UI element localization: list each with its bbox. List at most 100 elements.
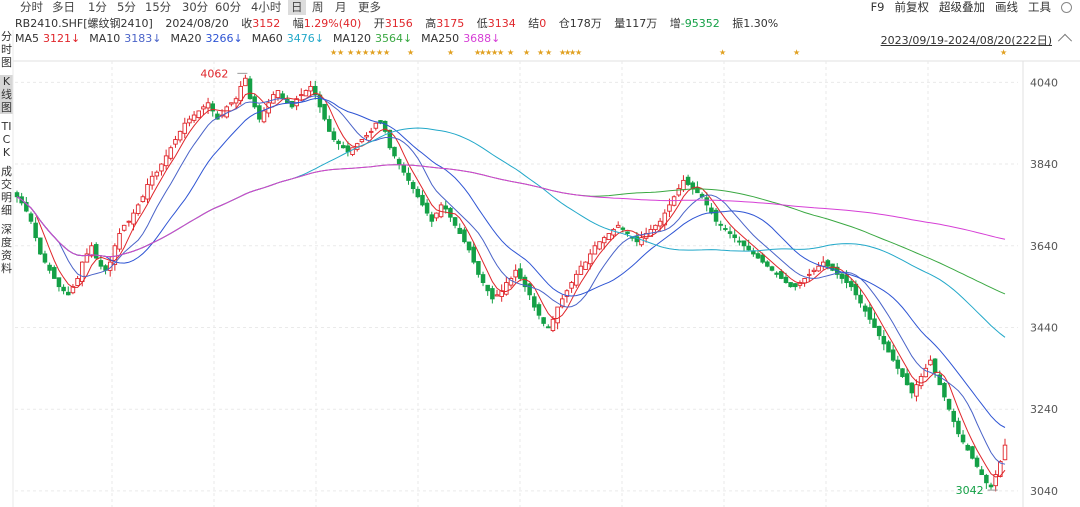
event-star-icon: ★ (575, 48, 582, 57)
period-11[interactable]: 更多 (358, 0, 381, 14)
sidebar-tab-2[interactable]: TICK (1, 120, 12, 159)
candle-body (154, 171, 160, 177)
period-4[interactable]: 15分 (145, 0, 172, 14)
candle-body (895, 359, 901, 369)
candle-body (168, 147, 174, 159)
event-star-icon: ★ (369, 48, 376, 57)
candle-body (462, 229, 467, 243)
ma-value: 3121↓ (43, 32, 81, 45)
ma5-line (16, 92, 1006, 478)
sidebar-tab-3[interactable]: 成交明细 (1, 165, 12, 217)
candle-body (42, 253, 48, 263)
tool-1[interactable]: 前复权 (894, 0, 930, 14)
period-6[interactable]: 60分 (215, 0, 242, 14)
candle-body (793, 283, 798, 288)
event-star-icon: ★ (497, 48, 504, 57)
candle-body (429, 214, 435, 222)
event-star-icon: ★ (355, 48, 362, 57)
candle-body (862, 305, 868, 312)
candle-body (159, 163, 164, 172)
volume-value: 117万 (625, 17, 658, 30)
candle-body (14, 192, 20, 198)
event-star-icon: ★ (347, 48, 354, 57)
period-3[interactable]: 5分 (117, 0, 136, 14)
open-label: 开 (373, 17, 385, 30)
date-range[interactable]: 2023/09/19-2024/08/20(222日) (880, 34, 1052, 47)
candle-body (657, 220, 663, 227)
y-tick-label: 3040 (1030, 485, 1058, 498)
period-1[interactable]: 多日 (52, 0, 75, 14)
event-star-icon: ★ (523, 48, 530, 57)
candle-body (541, 317, 546, 324)
ma-legend-item: MA60 3476↓ (252, 32, 324, 45)
candle-body (727, 231, 733, 234)
candle-body (937, 374, 943, 386)
candle-body (243, 77, 248, 87)
period-5[interactable]: 30分 (182, 0, 209, 14)
ma20-line (16, 98, 1006, 428)
ma-legend-item: MA10 3183↓ (89, 32, 161, 45)
event-star-icon: ★ (564, 48, 571, 57)
ma-legend-item: MA20 3266↓ (170, 32, 242, 45)
candle-body (881, 336, 887, 345)
event-star-icon: ★ (545, 48, 552, 57)
period-8[interactable]: 日 (288, 0, 306, 15)
candle-body (788, 282, 793, 288)
tool-3[interactable]: 画线 (995, 0, 1018, 14)
view-sidebar: 分时图 K线图 TICK 成交明细深度资料 (0, 30, 13, 281)
candle-body (313, 86, 318, 96)
volume-label: 量 (614, 17, 626, 30)
candle-body (550, 318, 556, 332)
candle-body (704, 197, 709, 206)
event-star-icon: ★ (485, 48, 492, 57)
ma-label: MA60 (251, 32, 283, 45)
candle-body (606, 233, 612, 241)
ma-label: MA250 (421, 32, 460, 45)
period-0[interactable]: 分时 (20, 0, 43, 14)
y-tick-label: 4040 (1030, 76, 1058, 89)
candle-body (406, 172, 411, 181)
event-star-icon: ★ (330, 48, 337, 57)
tool-2[interactable]: 超级叠加 (939, 0, 985, 14)
candle-body (909, 382, 915, 394)
candle-body (121, 224, 127, 231)
candle-body (452, 217, 458, 226)
period-10[interactable]: 月 (335, 0, 347, 14)
candle-body (210, 103, 215, 112)
sidebar-tab-1[interactable]: K线图 (0, 75, 13, 114)
candle-body (615, 224, 621, 228)
tool-4[interactable]: 工具 (1028, 0, 1051, 14)
high-annotation: 4062 (200, 67, 228, 80)
gear-icon[interactable] (1061, 2, 1072, 13)
candle-body (779, 270, 784, 279)
candle-body (797, 282, 803, 286)
candle-body (639, 237, 644, 246)
candle-body (690, 182, 696, 190)
candle-body (918, 376, 924, 387)
event-star-icon: ★ (569, 48, 576, 57)
candle-body (774, 272, 779, 275)
low-label: 低 (476, 17, 488, 30)
period-9[interactable]: 周 (312, 0, 324, 14)
tool-0[interactable]: F9 (870, 0, 885, 14)
sidebar-tab-0[interactable]: 分时图 (1, 30, 12, 69)
candle-body (485, 284, 490, 292)
period-7[interactable]: 4小时 (251, 0, 282, 14)
event-star-icon: ★ (507, 48, 514, 57)
candle-body (587, 253, 593, 265)
candle-body (466, 241, 472, 251)
ma-label: MA10 (89, 32, 121, 45)
candle-body (476, 261, 481, 275)
event-star-icon: ★ (383, 48, 390, 57)
ma-value: 3476↓ (286, 32, 324, 45)
quote-date: 2024/08/20 (165, 17, 229, 30)
period-2[interactable]: 1分 (88, 0, 107, 14)
event-star-icon: ★ (479, 48, 486, 57)
sidebar-tab-4[interactable]: 深度资料 (1, 223, 12, 275)
candle-body (993, 474, 998, 487)
candle-body (737, 240, 742, 243)
candle-body (625, 231, 630, 234)
candle-body (816, 265, 821, 272)
ma250-line (16, 164, 1006, 258)
